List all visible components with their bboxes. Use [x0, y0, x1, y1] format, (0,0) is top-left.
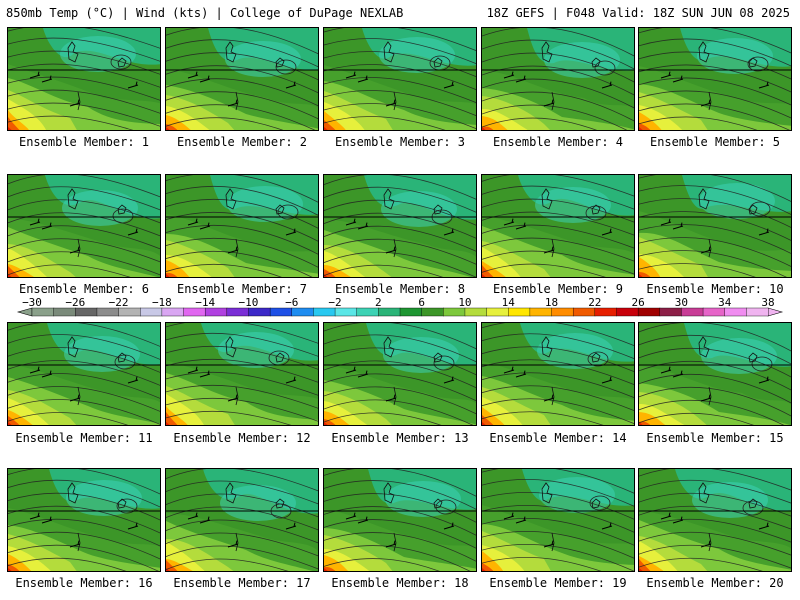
ensemble-member-map: [7, 468, 161, 572]
colorbar-tick-label: −22: [109, 296, 129, 309]
ensemble-member-map: [323, 468, 477, 572]
colorbar-swatch: [443, 307, 466, 317]
colorbar-swatch: [659, 307, 682, 317]
colorbar-swatch: [161, 307, 185, 317]
colorbar-swatch: [248, 307, 271, 317]
colorbar-swatch: [746, 307, 769, 317]
colorbar-swatch: [118, 307, 141, 317]
colorbar-swatch: [183, 307, 206, 317]
colorbar-swatch: [572, 307, 596, 317]
ensemble-member-map: [638, 468, 792, 572]
colorbar-tick-label: −30: [22, 296, 42, 309]
colorbar-tick-label: 22: [588, 296, 601, 309]
colorbar-swatch: [96, 307, 120, 317]
colorbar-swatch: [702, 307, 726, 317]
ensemble-member-map: [323, 27, 477, 131]
colorbar-swatch: [378, 307, 401, 317]
colorbar-tick-label: 14: [502, 296, 516, 309]
colorbar-tick-label: −10: [239, 296, 259, 309]
colorbar-max-arrow: [767, 307, 784, 317]
colorbar-swatch: [616, 307, 639, 317]
ensemble-member-map: [638, 322, 792, 426]
ensemble-member-map: [7, 322, 161, 426]
colorbar-swatch: [140, 307, 163, 317]
colorbar-tick-label: 38: [761, 296, 774, 309]
colorbar-swatch: [399, 307, 423, 317]
ensemble-member-map: [165, 468, 319, 572]
ensemble-member-label: Ensemble Member: 13: [331, 431, 469, 445]
colorbar-tick-label: −26: [65, 296, 85, 309]
colorbar-swatch: [724, 307, 747, 317]
colorbar-tick-label: 26: [631, 296, 644, 309]
ensemble-member-map: [7, 27, 161, 131]
ensemble-member-map: [323, 174, 477, 278]
ensemble-member-label: Ensemble Member: 14: [489, 431, 627, 445]
colorbar-swatch: [31, 307, 55, 317]
ensemble-member-map: [481, 27, 635, 131]
colorbar-swatch: [334, 307, 358, 317]
ensemble-member-label: Ensemble Member: 20: [646, 576, 784, 590]
ensemble-member-map: [638, 174, 792, 278]
colorbar-swatch: [226, 307, 249, 317]
colorbar-swatch: [75, 307, 98, 317]
colorbar-swatch: [508, 307, 531, 317]
color-scale-bar: −30 −26 −22 −18 −14 −10 −6 −2 2 6 10 14 18 22 26 30 34 38…: [16, 296, 784, 317]
ensemble-member-map: [481, 468, 635, 572]
ensemble-member-map: [323, 322, 477, 426]
ensemble-member-map: [165, 27, 319, 131]
ensemble-member-label: Ensemble Member: 17: [173, 576, 311, 590]
colorbar-tick-label: 34: [718, 296, 732, 309]
header-right-title: 18Z GEFS | F048 Valid: 18Z SUN JUN 08 20…: [486, 6, 790, 20]
colorbar-swatch: [356, 307, 379, 317]
colorbar-swatch: [529, 307, 553, 317]
colorbar-swatch: [637, 307, 661, 317]
ensemble-member-label: Ensemble Member: 6: [18, 282, 150, 296]
colorbar-tick-label: 6: [418, 296, 425, 309]
colorbar-tick-label: −14: [195, 296, 215, 309]
ensemble-member-label: Ensemble Member: 1: [18, 135, 150, 149]
ensemble-member-label: Ensemble Member: 8: [334, 282, 466, 296]
ensemble-member-label: Ensemble Member: 16: [15, 576, 153, 590]
ensemble-member-map: [481, 322, 635, 426]
colorbar-tick-label: 2: [375, 296, 382, 309]
ensemble-member-label: Ensemble Member: 11: [15, 431, 153, 445]
ensemble-member-label: Ensemble Member: 7: [176, 282, 308, 296]
ensemble-member-map: [638, 27, 792, 131]
ensemble-member-map: [481, 174, 635, 278]
colorbar-tick-label: −6: [285, 296, 298, 309]
colorbar-swatch: [421, 307, 444, 317]
colorbar-swatch: [464, 307, 488, 317]
ensemble-member-map: [165, 322, 319, 426]
colorbar-tick-label: 18: [545, 296, 558, 309]
colorbar-swatch: [53, 307, 76, 317]
colorbar-swatch: [204, 307, 228, 317]
colorbar-swatch: [486, 307, 509, 317]
ensemble-member-label: Ensemble Member: 18: [331, 576, 469, 590]
ensemble-member-label: Ensemble Member: 9: [492, 282, 624, 296]
colorbar-swatch: [313, 307, 336, 317]
colorbar-swatch: [291, 307, 314, 317]
colorbar-swatch: [594, 307, 617, 317]
colorbar-swatch: [681, 307, 704, 317]
ensemble-member-label: Ensemble Member: 5: [649, 135, 781, 149]
colorbar-tick-label: 30: [675, 296, 688, 309]
ensemble-member-map: [7, 174, 161, 278]
colorbar-swatch: [269, 307, 293, 317]
colorbar-tick-label: −18: [152, 296, 172, 309]
colorbar-swatch: [551, 307, 574, 317]
ensemble-member-map: [165, 174, 319, 278]
colorbar-tick-label: 10: [458, 296, 471, 309]
ensemble-member-label: Ensemble Member: 3: [334, 135, 466, 149]
colorbar-min-arrow: [16, 307, 33, 317]
header-left-title: 850mb Temp (°C) | Wind (kts) | College o…: [6, 6, 404, 20]
ensemble-member-label: Ensemble Member: 12: [173, 431, 311, 445]
colorbar-tick-label: −2: [328, 296, 341, 309]
ensemble-member-label: Ensemble Member: 4: [492, 135, 624, 149]
ensemble-member-label: Ensemble Member: 2: [176, 135, 308, 149]
ensemble-member-label: Ensemble Member: 10: [646, 282, 784, 296]
ensemble-member-label: Ensemble Member: 15: [646, 431, 784, 445]
ensemble-member-label: Ensemble Member: 19: [489, 576, 627, 590]
